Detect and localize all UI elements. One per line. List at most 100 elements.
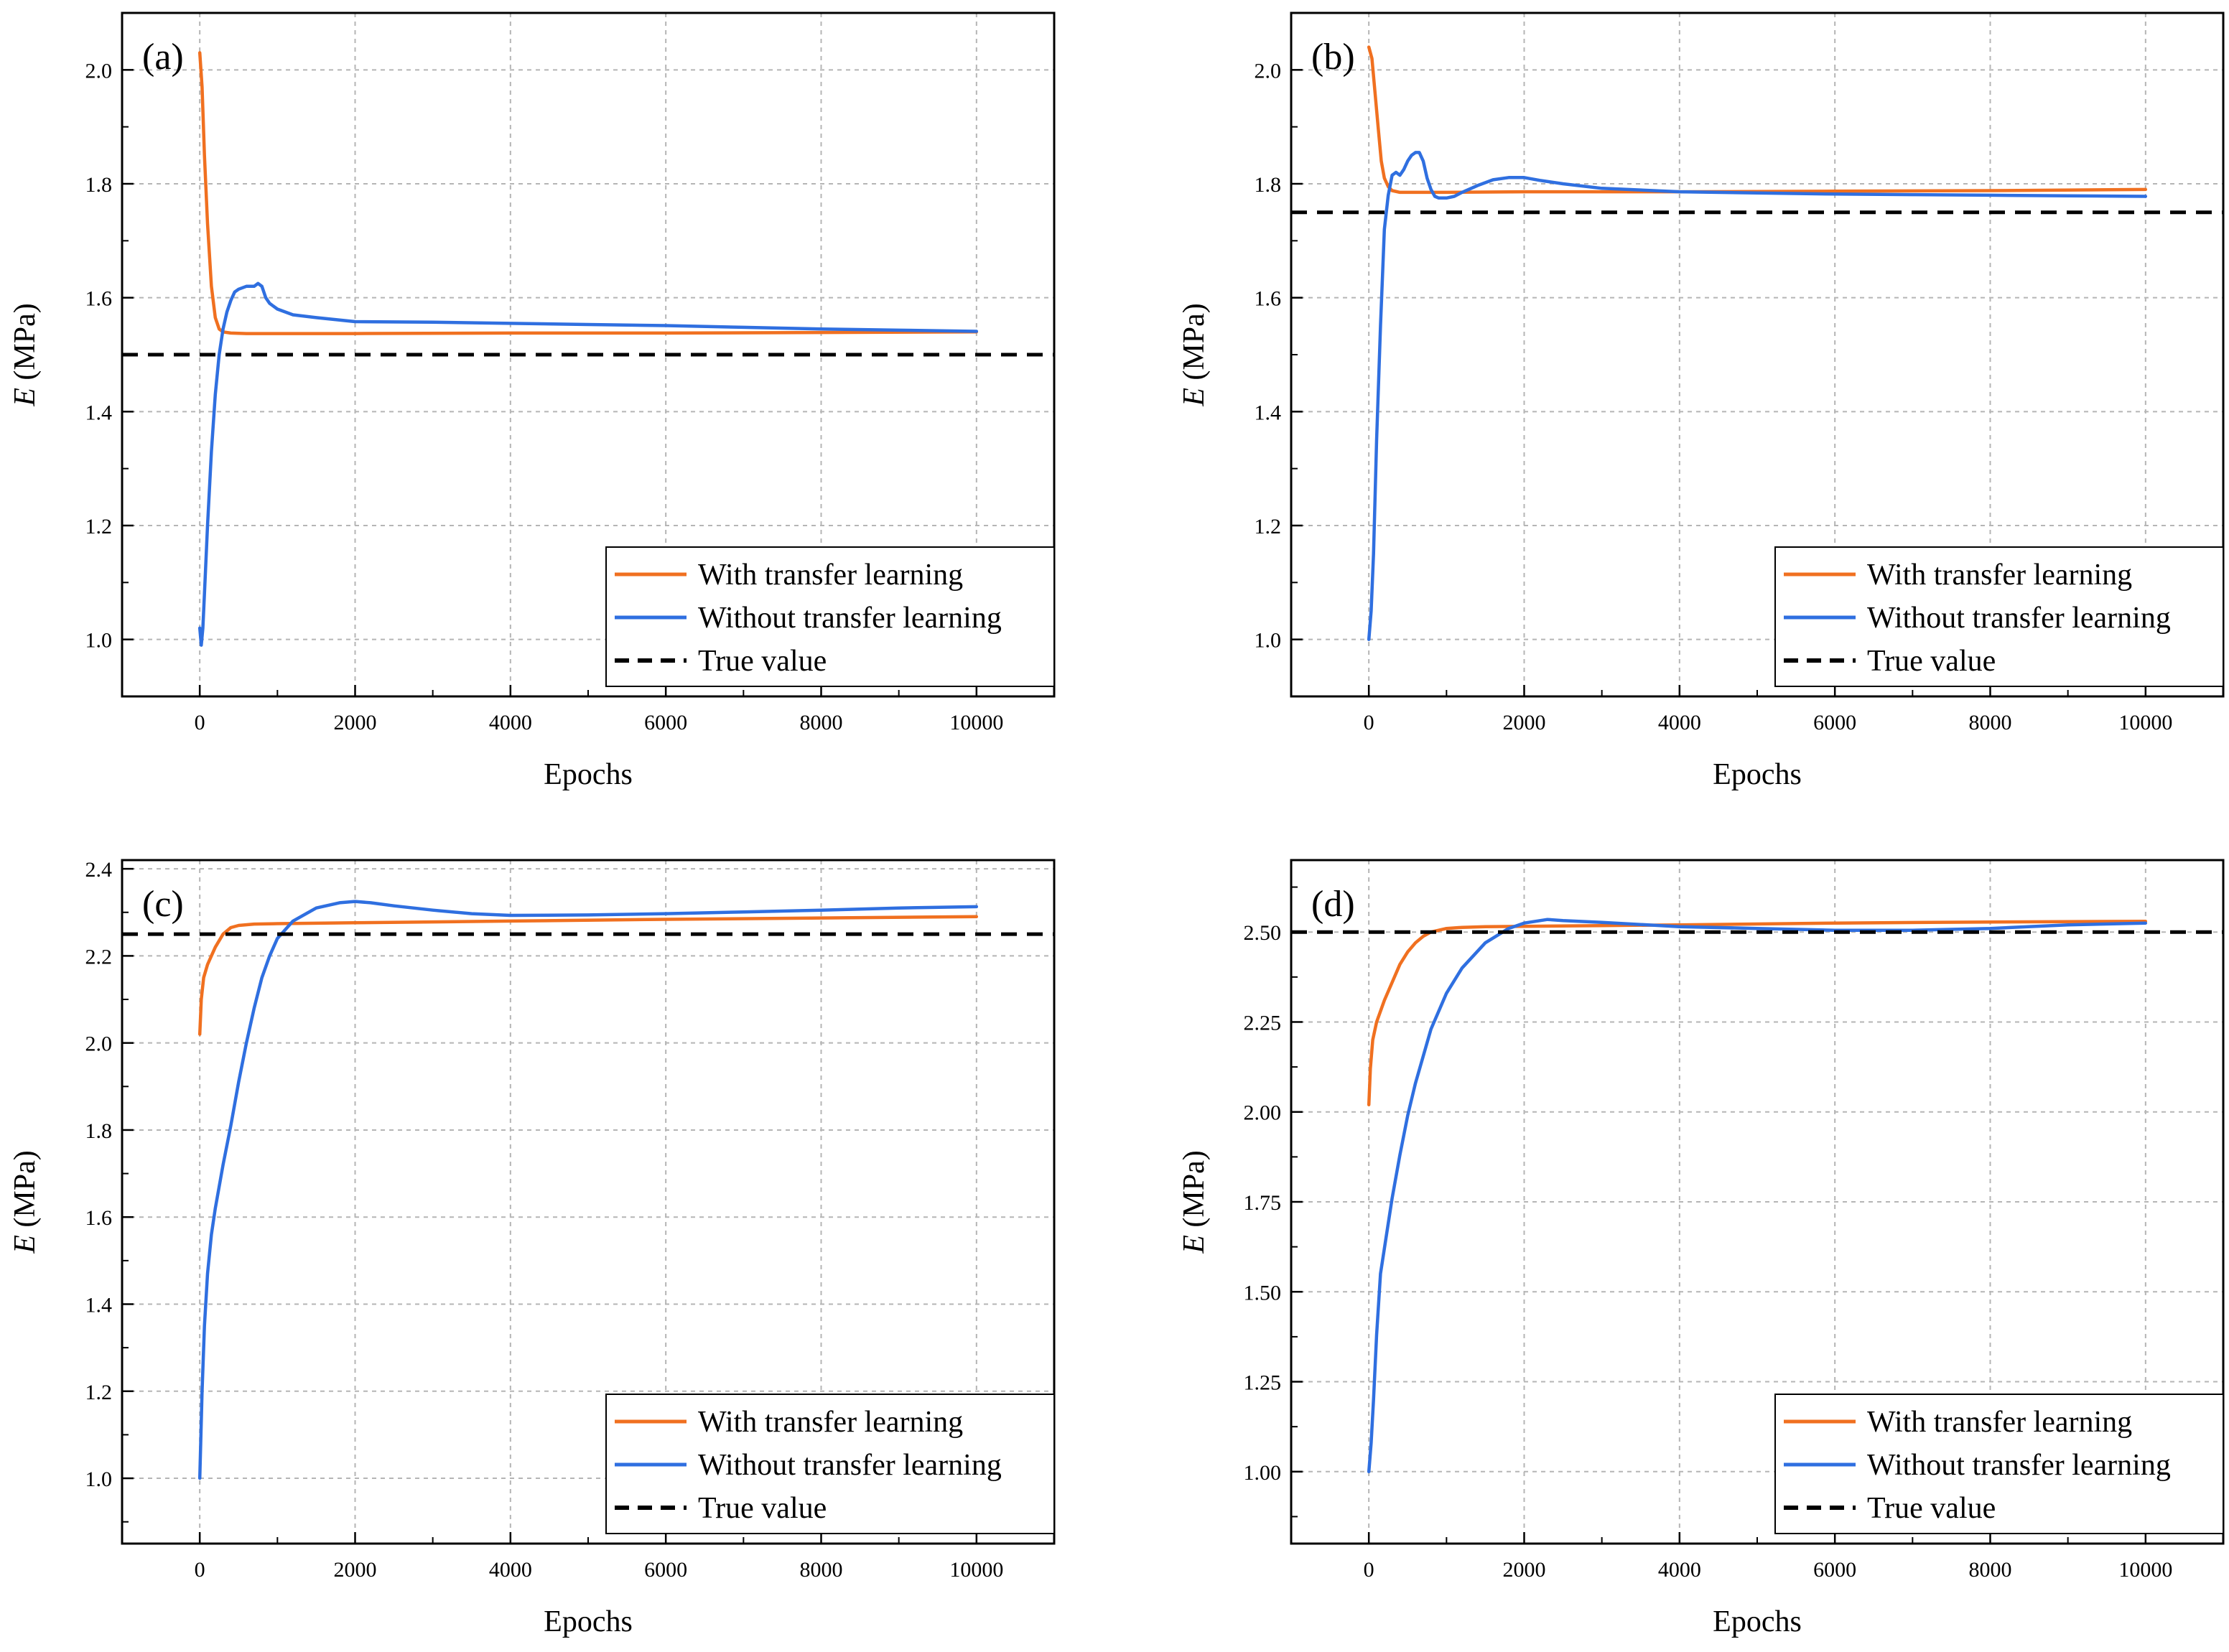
- tick-label-x-b-2: 4000: [1658, 711, 1701, 734]
- tick-label-y-a-5: 2.0: [85, 59, 113, 83]
- tick-label-y-d-5: 2.25: [1244, 1011, 1282, 1035]
- tick-label-y-c-1: 1.2: [85, 1381, 113, 1404]
- legend-label-d-2: True value: [1867, 1492, 1996, 1525]
- series-line-b-without-transfer: [1367, 151, 2148, 641]
- tick-label-y-d-2: 1.50: [1244, 1281, 1282, 1305]
- panel-label-d: (d): [1311, 884, 1355, 925]
- tick-label-x-a-3: 6000: [644, 711, 687, 734]
- series-line-c-with-transfer: [197, 915, 979, 1036]
- legend-label-a-2: True value: [698, 645, 827, 678]
- y-axis-symbol-d: E: [1178, 1235, 1211, 1254]
- series-line-d-without-transfer: [1367, 918, 2148, 1474]
- legend-b: With transfer learning Without transfer l…: [1774, 546, 2224, 687]
- x-axis-title-b: Epochs: [1713, 758, 1802, 791]
- legend-c: With transfer learning Without transfer l…: [605, 1394, 1055, 1534]
- tick-label-y-c-4: 1.8: [85, 1119, 113, 1143]
- plot-frame-d: [1290, 859, 2225, 1545]
- y-axis-title-a: E (MPa): [9, 303, 42, 406]
- legend-label-a-1: Without transfer learning: [698, 602, 1002, 635]
- tick-label-x-b-5: 10000: [2118, 711, 2172, 734]
- y-axis-symbol-b: E: [1178, 388, 1211, 407]
- plot-frame-c: [121, 859, 1056, 1545]
- tick-label-y-b-5: 2.0: [1255, 59, 1282, 83]
- tick-label-y-d-1: 1.25: [1244, 1371, 1282, 1395]
- tick-label-y-a-1: 1.2: [85, 515, 113, 538]
- tick-label-y-b-0: 1.0: [1255, 629, 1282, 653]
- plot-frame-b: [1290, 11, 2225, 698]
- tick-label-x-d-4: 8000: [1969, 1558, 2012, 1582]
- legend-label-b-1: Without transfer learning: [1867, 602, 2171, 635]
- legend-a: With transfer learning Without transfer l…: [605, 546, 1055, 687]
- tick-label-y-d-3: 1.75: [1244, 1191, 1282, 1215]
- tick-label-y-c-7: 2.4: [85, 858, 113, 882]
- y-axis-unit-c: (MPa): [9, 1150, 42, 1235]
- legend-label-c-2: True value: [698, 1492, 827, 1525]
- tick-label-x-a-0: 0: [195, 711, 205, 734]
- y-axis-title-c: E (MPa): [9, 1150, 42, 1254]
- tick-label-x-c-4: 8000: [800, 1558, 843, 1582]
- panel-label-c: (c): [142, 884, 184, 925]
- legend-label-b-2: True value: [1867, 645, 1996, 678]
- tick-label-x-b-4: 8000: [1969, 711, 2012, 734]
- tick-label-x-a-5: 10000: [949, 711, 1003, 734]
- y-axis-unit-d: (MPa): [1178, 1150, 1211, 1235]
- legend-label-d-0: With transfer learning: [1867, 1406, 2132, 1439]
- legend-label-c-0: With transfer learning: [698, 1406, 963, 1439]
- chart-panel-d: 0 2000 4000 6000 8000 10000 1.00 1.25 1.50 1.75 2.…: [1178, 859, 2225, 1638]
- y-axis-symbol-a: E: [9, 388, 42, 407]
- series-line-c-without-transfer: [197, 900, 979, 1480]
- series-line-a-with-transfer: [197, 51, 979, 335]
- tick-label-x-a-2: 4000: [489, 711, 532, 734]
- tick-label-y-b-4: 1.8: [1255, 173, 1282, 197]
- legend-label-c-1: Without transfer learning: [698, 1449, 1002, 1482]
- tick-label-y-c-0: 1.0: [85, 1467, 113, 1491]
- tick-label-y-a-0: 1.0: [85, 629, 113, 653]
- tick-label-x-d-5: 10000: [2118, 1558, 2172, 1582]
- y-axis-unit-a: (MPa): [9, 303, 42, 388]
- y-axis-title-b: E (MPa): [1178, 303, 1211, 406]
- tick-label-y-b-3: 1.6: [1255, 287, 1282, 311]
- y-axis-title-d: E (MPa): [1178, 1150, 1211, 1254]
- chart-panel-b: 0 2000 4000 6000 8000 10000 1.0 1.2 1.4 1.6 1.8 2.0…: [1178, 11, 2225, 791]
- tick-label-y-b-1: 1.2: [1255, 515, 1282, 538]
- tick-label-x-c-3: 6000: [644, 1558, 687, 1582]
- tick-label-x-d-1: 2000: [1503, 1558, 1546, 1582]
- series-line-a-without-transfer: [197, 281, 979, 647]
- tick-label-x-d-3: 6000: [1813, 1558, 1856, 1582]
- legend-d: With transfer learning Without transfer l…: [1774, 1394, 2224, 1534]
- chart-panel-c: 0 2000 4000 6000 8000 10000 1.0 1.2 1.4 1.6 1.8 2.0…: [9, 858, 1056, 1638]
- tick-label-x-a-1: 2000: [334, 711, 377, 734]
- tick-label-x-b-0: 0: [1364, 711, 1374, 734]
- tick-label-y-d-4: 2.00: [1244, 1101, 1282, 1125]
- tick-label-y-c-2: 1.4: [85, 1293, 113, 1317]
- tick-label-x-c-5: 10000: [949, 1558, 1003, 1582]
- tick-label-y-a-4: 1.8: [85, 173, 113, 197]
- tick-label-y-c-3: 1.6: [85, 1206, 113, 1230]
- tick-label-x-a-4: 8000: [800, 711, 843, 734]
- legend-label-a-0: With transfer learning: [698, 559, 963, 592]
- plot-frame-a: [121, 11, 1056, 698]
- y-axis-symbol-c: E: [9, 1235, 42, 1254]
- tick-label-y-a-3: 1.6: [85, 287, 113, 311]
- legend-label-d-1: Without transfer learning: [1867, 1449, 2171, 1482]
- panel-label-b: (b): [1311, 37, 1355, 78]
- tick-label-y-d-0: 1.00: [1244, 1461, 1282, 1485]
- tick-label-y-c-5: 2.0: [85, 1032, 113, 1056]
- tick-label-x-c-2: 4000: [489, 1558, 532, 1582]
- tick-label-x-c-0: 0: [195, 1558, 205, 1582]
- tick-label-y-a-2: 1.4: [85, 401, 113, 424]
- y-axis-unit-b: (MPa): [1178, 303, 1211, 388]
- tick-label-x-b-1: 2000: [1503, 711, 1546, 734]
- tick-label-x-d-0: 0: [1364, 1558, 1374, 1582]
- x-axis-title-d: Epochs: [1713, 1605, 1802, 1638]
- x-axis-title-c: Epochs: [544, 1605, 633, 1638]
- tick-label-x-b-3: 6000: [1813, 711, 1856, 734]
- tick-label-y-b-2: 1.4: [1255, 401, 1282, 424]
- tick-label-x-d-2: 4000: [1658, 1558, 1701, 1582]
- tick-label-y-c-6: 2.2: [85, 945, 113, 969]
- x-axis-title-a: Epochs: [544, 758, 633, 791]
- legend-label-b-0: With transfer learning: [1867, 559, 2132, 592]
- panel-label-a: (a): [142, 37, 184, 78]
